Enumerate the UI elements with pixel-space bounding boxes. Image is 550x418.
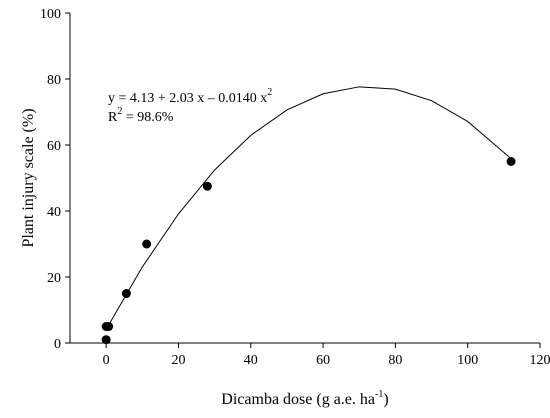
x-tick-label: 40 xyxy=(244,353,258,368)
data-point xyxy=(102,335,111,344)
y-tick-label: 20 xyxy=(47,271,61,286)
r-squared: R2 = 98.6% xyxy=(108,106,174,125)
x-tick-label: 0 xyxy=(103,353,110,368)
y-tick-label: 40 xyxy=(47,205,61,220)
x-label-sup: -1 xyxy=(375,389,383,400)
x-tick-label: 20 xyxy=(171,353,185,368)
data-point xyxy=(122,289,131,298)
x-label-text: Dicamba dose (g a.e. ha xyxy=(221,391,375,408)
x-tick-label: 80 xyxy=(388,353,402,368)
y-tick-label: 0 xyxy=(54,337,61,352)
y-tick-label: 100 xyxy=(40,7,61,22)
x-tick-label: 60 xyxy=(316,353,330,368)
x-tick-label: 120 xyxy=(530,353,550,368)
x-tick-label: 100 xyxy=(457,353,478,368)
r2-end: = 98.6% xyxy=(122,110,173,125)
data-point xyxy=(203,182,212,191)
data-point xyxy=(104,322,113,331)
y-tick-label: 80 xyxy=(47,73,61,88)
y-tick-label: 60 xyxy=(47,139,61,154)
data-point xyxy=(142,240,151,249)
x-axis-label: Dicamba dose (g a.e. ha-1) xyxy=(221,389,388,408)
y-axis-label: Plant injury scale (%) xyxy=(20,108,37,247)
equation: y = 4.13 + 2.03 x – 0.0140 x2 xyxy=(108,87,272,106)
data-point xyxy=(507,157,516,166)
x-label-end: ) xyxy=(383,391,388,408)
equation-text: y = 4.13 + 2.03 x – 0.0140 x xyxy=(108,91,267,106)
equation-sup: 2 xyxy=(267,87,272,98)
